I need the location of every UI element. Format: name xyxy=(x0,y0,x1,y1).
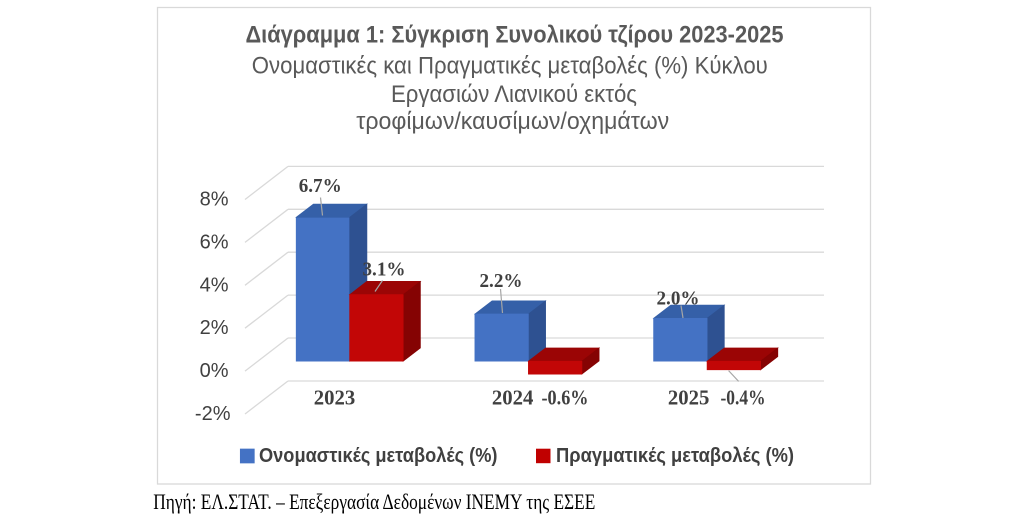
svg-text:-0.4%: -0.4% xyxy=(721,386,766,410)
svg-text:4%: 4% xyxy=(200,274,229,296)
svg-text:2%: 2% xyxy=(200,317,229,339)
svg-text:2024: 2024 xyxy=(492,386,534,410)
svg-text:2.2%: 2.2% xyxy=(480,270,523,292)
svg-text:Ονομαστικές μεταβολές (%): Ονομαστικές μεταβολές (%) xyxy=(259,445,498,467)
svg-text:-0.6%: -0.6% xyxy=(542,386,589,410)
svg-text:Διάγραμμα 1: Σύγκριση Συνολικο: Διάγραμμα 1: Σύγκριση Συνολικού τζίρου 2… xyxy=(246,22,784,49)
svg-text:Πηγή: ΕΛ.ΣΤΑΤ. – Επεξεργασία Δ: Πηγή: ΕΛ.ΣΤΑΤ. – Επεξεργασία Δεδομένων Ι… xyxy=(153,489,595,514)
svg-text:-2%: -2% xyxy=(195,403,231,425)
svg-text:2025: 2025 xyxy=(668,386,710,410)
svg-text:2023: 2023 xyxy=(314,386,356,410)
svg-text:6%: 6% xyxy=(200,231,229,253)
svg-text:6.7%: 6.7% xyxy=(299,175,342,197)
svg-text:2.0%: 2.0% xyxy=(657,288,700,310)
svg-text:8%: 8% xyxy=(200,189,229,211)
svg-text:3.1%: 3.1% xyxy=(363,258,406,280)
svg-text:τροφίμων/καυσίμων/οχημάτων: τροφίμων/καυσίμων/οχημάτων xyxy=(356,108,669,135)
svg-text:Ονομαστικές και Πραγματικές με: Ονομαστικές και Πραγματικές μεταβολές (%… xyxy=(252,53,768,80)
svg-text:Πραγματικές μεταβολές (%): Πραγματικές μεταβολές (%) xyxy=(556,445,794,467)
svg-text:0%: 0% xyxy=(200,360,229,382)
svg-text:Εργασιών Λιανικού εκτός: Εργασιών Λιανικού εκτός xyxy=(391,81,637,108)
